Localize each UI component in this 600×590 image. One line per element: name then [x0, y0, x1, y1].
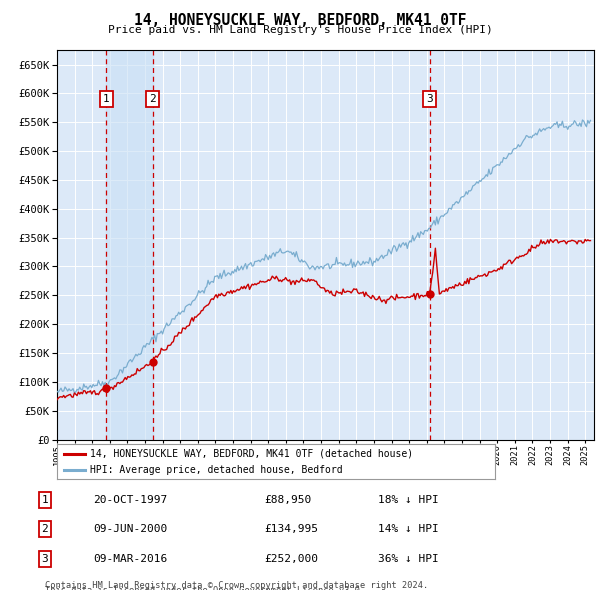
Text: 3: 3 [427, 94, 433, 104]
Text: 2: 2 [149, 94, 156, 104]
Text: £88,950: £88,950 [264, 495, 311, 504]
Text: 09-JUN-2000: 09-JUN-2000 [93, 525, 167, 534]
Text: 1: 1 [41, 495, 49, 504]
Text: £134,995: £134,995 [264, 525, 318, 534]
Text: £252,000: £252,000 [264, 554, 318, 563]
Text: 20-OCT-1997: 20-OCT-1997 [93, 495, 167, 504]
Text: Price paid vs. HM Land Registry's House Price Index (HPI): Price paid vs. HM Land Registry's House … [107, 25, 493, 35]
Text: 14% ↓ HPI: 14% ↓ HPI [378, 525, 439, 534]
Text: 14, HONEYSUCKLE WAY, BEDFORD, MK41 0TF (detached house): 14, HONEYSUCKLE WAY, BEDFORD, MK41 0TF (… [90, 448, 413, 458]
Text: 1: 1 [103, 94, 110, 104]
Text: Contains HM Land Registry data © Crown copyright and database right 2024.: Contains HM Land Registry data © Crown c… [45, 581, 428, 589]
Bar [106, 50, 153, 440]
Text: 14, HONEYSUCKLE WAY, BEDFORD, MK41 0TF: 14, HONEYSUCKLE WAY, BEDFORD, MK41 0TF [134, 13, 466, 28]
Text: 2: 2 [41, 525, 49, 534]
Text: 18% ↓ HPI: 18% ↓ HPI [378, 495, 439, 504]
Text: 3: 3 [41, 554, 49, 563]
Text: HPI: Average price, detached house, Bedford: HPI: Average price, detached house, Bedf… [90, 466, 343, 475]
Text: This data is licensed under the Open Government Licence v3.0.: This data is licensed under the Open Gov… [45, 586, 365, 590]
Text: 36% ↓ HPI: 36% ↓ HPI [378, 554, 439, 563]
Text: 09-MAR-2016: 09-MAR-2016 [93, 554, 167, 563]
